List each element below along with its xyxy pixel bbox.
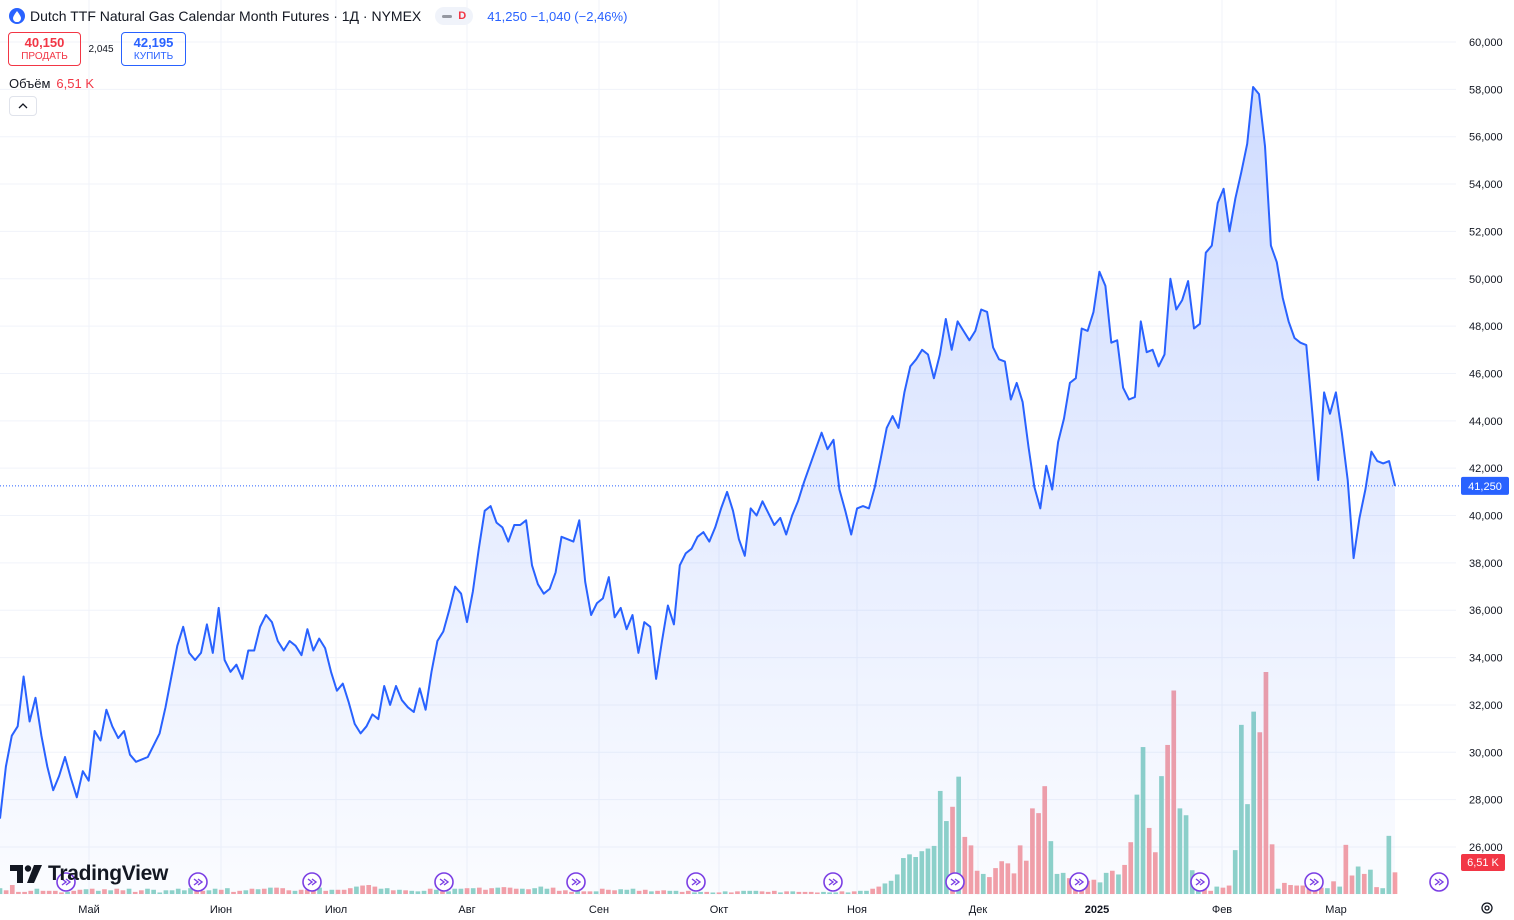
buy-label: КУПИТЬ xyxy=(133,50,174,62)
event-marker-icon[interactable] xyxy=(1304,872,1324,892)
event-marker-icon[interactable] xyxy=(566,872,586,892)
x-tick-label: Май xyxy=(78,904,100,916)
volume-label: Объём xyxy=(9,76,51,91)
chart-settings-button[interactable] xyxy=(1480,901,1494,920)
symbol-title[interactable]: Dutch TTF Natural Gas Calendar Month Fut… xyxy=(30,8,422,24)
gear-icon xyxy=(1481,902,1493,914)
sell-button[interactable]: 40,150 ПРОДАТЬ xyxy=(8,32,81,66)
y-tick-label: 52,000 xyxy=(1469,226,1503,238)
brand-name: TradingView xyxy=(48,862,169,885)
x-tick-label: Сен xyxy=(589,904,609,916)
buy-button[interactable]: 42,195 КУПИТЬ xyxy=(121,32,186,66)
y-tick-label: 26,000 xyxy=(1469,842,1503,854)
y-tick-label: 36,000 xyxy=(1469,605,1503,617)
y-tick-label: 34,000 xyxy=(1469,653,1503,665)
y-tick-label: 48,000 xyxy=(1469,321,1503,333)
event-marker-arrow xyxy=(950,878,961,886)
y-tick-label: 44,000 xyxy=(1469,416,1503,428)
event-marker-icon[interactable] xyxy=(823,872,843,892)
tv-mark-icon xyxy=(10,865,42,883)
x-tick-label: Ноя xyxy=(847,904,867,916)
y-tick-label: 40,000 xyxy=(1469,511,1503,523)
event-marker-icon[interactable] xyxy=(434,872,454,892)
event-marker-icon[interactable] xyxy=(56,872,76,892)
x-tick-label: Июн xyxy=(210,904,232,916)
collapse-legend-button[interactable] xyxy=(9,96,37,116)
gas-drop-icon xyxy=(9,8,25,24)
x-tick-label: Дек xyxy=(969,904,988,916)
x-tick-label: Июл xyxy=(325,904,347,916)
event-marker-arrow xyxy=(1434,878,1445,886)
y-tick-label: 56,000 xyxy=(1469,132,1503,144)
buy-price: 42,195 xyxy=(133,35,174,51)
event-marker-icon[interactable] xyxy=(1069,872,1089,892)
price-line xyxy=(0,86,1396,819)
y-tick-label: 46,000 xyxy=(1469,368,1503,380)
event-marker-arrow xyxy=(193,878,204,886)
y-tick-label: 54,000 xyxy=(1469,179,1503,191)
event-marker-icon[interactable] xyxy=(188,872,208,892)
minus-icon xyxy=(442,14,453,18)
interval-badge[interactable]: D xyxy=(435,7,474,25)
x-tick-label: Мар xyxy=(1325,904,1347,916)
event-marker-icon[interactable] xyxy=(302,872,322,892)
last-volume-label: 6,51 K xyxy=(1467,857,1499,869)
event-marker-arrow xyxy=(571,878,582,886)
last-volume-tag xyxy=(1461,854,1505,871)
x-tick-label: Фев xyxy=(1212,904,1232,916)
x-tick-label: Авг xyxy=(458,904,475,916)
event-marker-arrow xyxy=(828,878,839,886)
event-marker-icon[interactable] xyxy=(945,872,965,892)
event-marker-arrow xyxy=(61,878,72,886)
volume-legend[interactable]: Объём 6,51 K xyxy=(9,76,94,91)
y-tick-label: 32,000 xyxy=(1469,700,1503,712)
tradingview-logo[interactable]: TradingView xyxy=(10,862,168,886)
y-tick-label: 30,000 xyxy=(1469,747,1503,759)
event-marker-arrow xyxy=(307,878,318,886)
chevron-up-icon xyxy=(18,103,28,109)
y-tick-label: 50,000 xyxy=(1469,274,1503,286)
trade-panel: 40,150 ПРОДАТЬ 2,045 42,195 КУПИТЬ xyxy=(8,32,186,66)
last-price-tag xyxy=(1461,476,1509,495)
y-tick-label: 60,000 xyxy=(1469,37,1503,49)
y-tick-label: 58,000 xyxy=(1469,84,1503,96)
price-summary: 41,250 −1,040 (−2,46%) xyxy=(487,8,628,24)
event-marker-arrow xyxy=(1074,878,1085,886)
x-tick-label: Окт xyxy=(710,904,729,916)
sell-price: 40,150 xyxy=(24,35,65,51)
event-marker-icon[interactable] xyxy=(1429,872,1449,892)
price-area xyxy=(0,87,1395,895)
event-marker-icon[interactable] xyxy=(1190,872,1210,892)
event-marker-arrow xyxy=(691,878,702,886)
sell-label: ПРОДАТЬ xyxy=(21,50,68,62)
event-marker-arrow xyxy=(439,878,450,886)
volume-value: 6,51 K xyxy=(56,76,95,91)
y-tick-label: 28,000 xyxy=(1469,795,1503,807)
symbol-legend: Dutch TTF Natural Gas Calendar Month Fut… xyxy=(9,7,627,25)
x-tick-label: 2025 xyxy=(1085,904,1109,916)
event-marker-arrow xyxy=(1195,878,1206,886)
y-tick-label: 38,000 xyxy=(1469,558,1503,570)
last-price-label: 41,250 xyxy=(1468,481,1502,493)
event-marker-arrow xyxy=(1309,878,1320,886)
interval-badge-label: D xyxy=(458,10,467,22)
y-tick-label: 42,000 xyxy=(1469,463,1503,475)
spread-value: 2,045 xyxy=(88,43,114,55)
event-marker-icon[interactable] xyxy=(686,872,706,892)
